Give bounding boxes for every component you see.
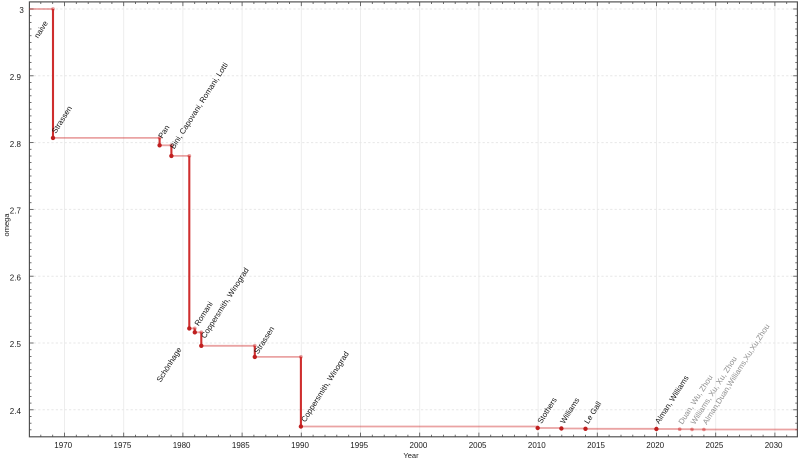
svg-text:2.4: 2.4 bbox=[10, 407, 22, 416]
svg-text:2020: 2020 bbox=[646, 441, 664, 450]
svg-text:omega: omega bbox=[2, 213, 11, 237]
svg-text:2000: 2000 bbox=[410, 441, 428, 450]
svg-text:2.8: 2.8 bbox=[10, 140, 22, 149]
svg-text:2010: 2010 bbox=[528, 441, 546, 450]
svg-text:2015: 2015 bbox=[587, 441, 605, 450]
svg-text:1980: 1980 bbox=[173, 441, 191, 450]
svg-text:2.6: 2.6 bbox=[10, 273, 22, 282]
svg-text:3: 3 bbox=[19, 6, 24, 15]
svg-text:2030: 2030 bbox=[765, 441, 783, 450]
svg-text:1970: 1970 bbox=[54, 441, 72, 450]
svg-text:1990: 1990 bbox=[291, 441, 309, 450]
svg-text:2025: 2025 bbox=[706, 441, 724, 450]
svg-text:2.5: 2.5 bbox=[10, 340, 22, 349]
svg-text:Year: Year bbox=[403, 451, 419, 460]
svg-text:1975: 1975 bbox=[114, 441, 132, 450]
svg-text:2005: 2005 bbox=[469, 441, 487, 450]
svg-text:1995: 1995 bbox=[350, 441, 368, 450]
svg-text:2.9: 2.9 bbox=[10, 73, 22, 82]
svg-text:2.7: 2.7 bbox=[10, 207, 22, 216]
svg-text:1985: 1985 bbox=[232, 441, 250, 450]
